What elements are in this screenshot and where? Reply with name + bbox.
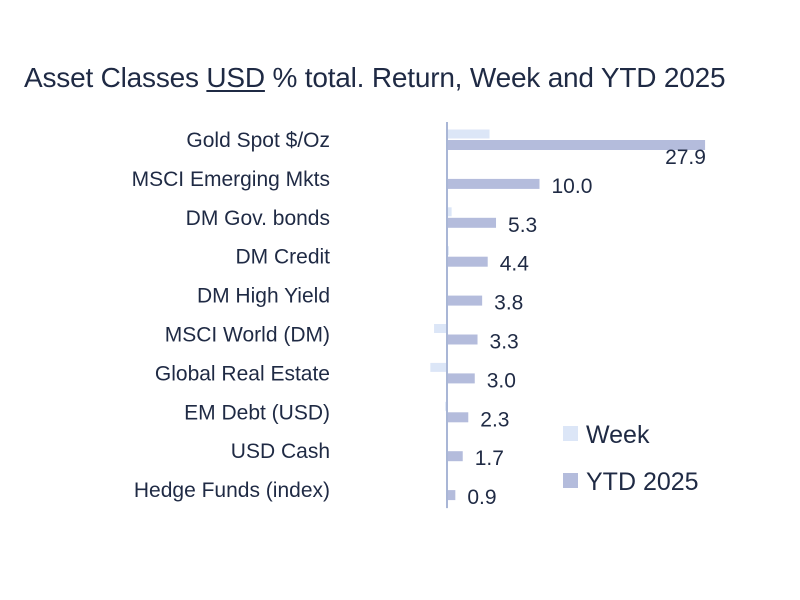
week-bar [430,362,447,372]
ytd-bar [447,295,483,306]
title-usd-underlined: USD [206,62,265,93]
category-label: DM Gov. bonds [186,207,330,230]
ytd-bar [447,451,463,462]
data-label: 4.4 [500,253,530,276]
chart-title: Asset Classes USD % total. Return, Week … [24,62,726,94]
title-prefix: Asset Classes [24,62,207,93]
week-bar [447,129,490,139]
data-label: 3.3 [490,331,519,354]
category-label: DM High Yield [197,285,330,308]
data-label: 10.0 [552,175,593,198]
ytd-bar [447,178,540,189]
ytd-bar [447,256,488,267]
legend-week-swatch [563,426,578,441]
category-label: Global Real Estate [155,362,330,385]
data-label: 5.3 [508,214,537,237]
category-label: USD Cash [231,440,330,463]
legend-ytd-label: YTD 2025 [586,468,699,496]
category-label: MSCI World (DM) [165,324,330,347]
ytd-bar [447,217,497,228]
data-label: 1.7 [475,447,504,470]
data-label: 3.0 [487,369,516,392]
ytd-bar [447,334,478,345]
title-suffix: % total. Return, Week and YTD 2025 [264,62,726,93]
data-label: 2.3 [480,408,509,431]
category-label: Hedge Funds (index) [134,479,330,502]
ytd-bar [447,490,456,501]
data-label: 3.8 [494,292,523,315]
week-bar [434,324,447,333]
data-label: 0.9 [467,486,496,509]
category-label: Gold Spot $/Oz [186,129,330,152]
category-label: MSCI Emerging Mkts [132,168,330,191]
week-bar [447,207,452,217]
data-label: 27.9 [665,146,706,169]
ytd-bar [447,140,706,150]
legend-ytd-swatch [563,473,578,488]
category-label: EM Debt (USD) [184,401,330,424]
ytd-bar [447,373,475,384]
ytd-bar [447,412,469,423]
category-label: DM Credit [235,246,330,269]
legend-week-label: Week [586,421,650,449]
